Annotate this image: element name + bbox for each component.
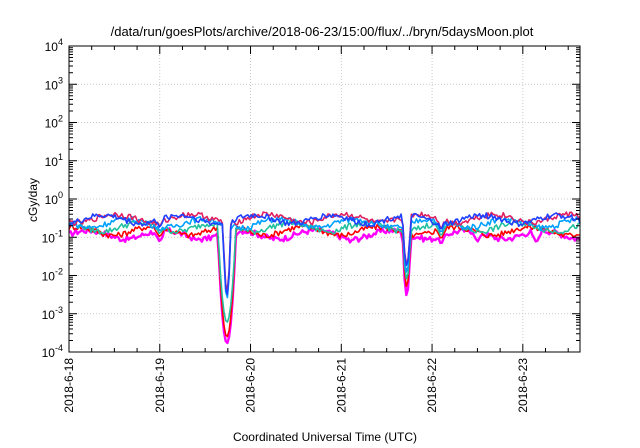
grid [69, 46, 580, 352]
x-axis: 2018-6-18 2018-6-19 2018-6-20 2018-6-21 2018… [62, 46, 569, 413]
y-tick-label: 10-4 [42, 343, 63, 360]
y-tick-label: 10-3 [42, 305, 63, 322]
series-line [68, 226, 581, 345]
series-line [68, 211, 581, 291]
x-tick-label: 2018-6-22 [425, 358, 439, 413]
y-tick-label: 101 [45, 152, 63, 169]
series-layer [68, 211, 581, 345]
y-tick-label: 100 [45, 190, 63, 207]
y-tick-label: 102 [45, 114, 63, 131]
y-tick-label: 104 [45, 37, 63, 54]
series-line [68, 223, 580, 338]
y-tick-label: 10-1 [42, 228, 63, 245]
y-tick-label: 10-2 [42, 267, 63, 284]
x-tick-label: 2018-6-20 [244, 358, 258, 413]
x-tick-label: 2018-6-19 [153, 358, 167, 413]
x-tick-label: 2018-6-23 [516, 358, 530, 413]
y-axis: 10-4 10-3 10-2 10-1 100 101 102 103 104 [42, 37, 580, 360]
x-tick-label: 2018-6-21 [334, 358, 348, 413]
x-tick-label: 2018-6-18 [62, 358, 76, 413]
y-tick-label: 103 [45, 75, 63, 92]
series-line [68, 212, 581, 296]
x-axis-label: Coordinated Universal Time (UTC) [233, 430, 417, 444]
chart-title: /data/run/goesPlots/archive/2018-06-23/1… [111, 24, 534, 39]
series-line [68, 215, 581, 299]
y-axis-label: cGy/day [26, 178, 40, 222]
